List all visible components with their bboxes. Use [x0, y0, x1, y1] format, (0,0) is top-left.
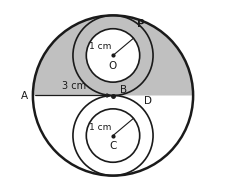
Text: A: A [21, 91, 28, 100]
Text: C: C [109, 141, 116, 151]
Text: O: O [108, 61, 117, 71]
Wedge shape [73, 55, 152, 96]
Wedge shape [33, 96, 192, 176]
Text: B: B [119, 85, 126, 95]
Circle shape [86, 109, 139, 162]
Circle shape [86, 29, 139, 82]
Text: D: D [144, 96, 152, 106]
Text: P: P [137, 19, 144, 29]
Text: 3 cm: 3 cm [62, 81, 86, 91]
Circle shape [33, 15, 192, 176]
Wedge shape [73, 96, 152, 136]
Text: 1 cm: 1 cm [89, 42, 111, 51]
Text: 1 cm: 1 cm [89, 122, 111, 132]
